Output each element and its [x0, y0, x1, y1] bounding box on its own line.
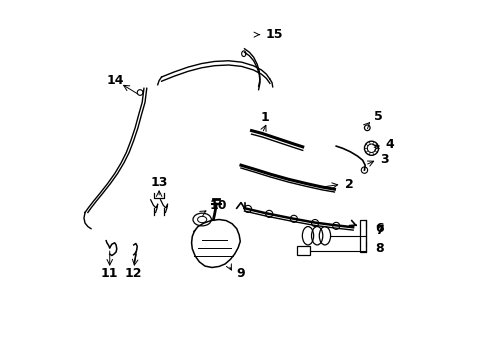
Text: 14: 14: [106, 74, 123, 87]
Text: 6: 6: [374, 222, 383, 235]
Text: 5: 5: [373, 110, 382, 123]
Text: 10: 10: [209, 199, 227, 212]
Text: 13: 13: [150, 176, 167, 189]
Text: 12: 12: [125, 267, 142, 280]
Text: 11: 11: [101, 267, 118, 280]
Text: 4: 4: [385, 138, 393, 151]
Text: 7: 7: [374, 224, 383, 237]
Text: 8: 8: [374, 242, 383, 255]
Text: 2: 2: [345, 178, 353, 191]
Text: 15: 15: [253, 28, 283, 41]
Text: 9: 9: [236, 267, 245, 280]
Text: 1: 1: [260, 111, 268, 124]
Text: 3: 3: [379, 153, 388, 166]
